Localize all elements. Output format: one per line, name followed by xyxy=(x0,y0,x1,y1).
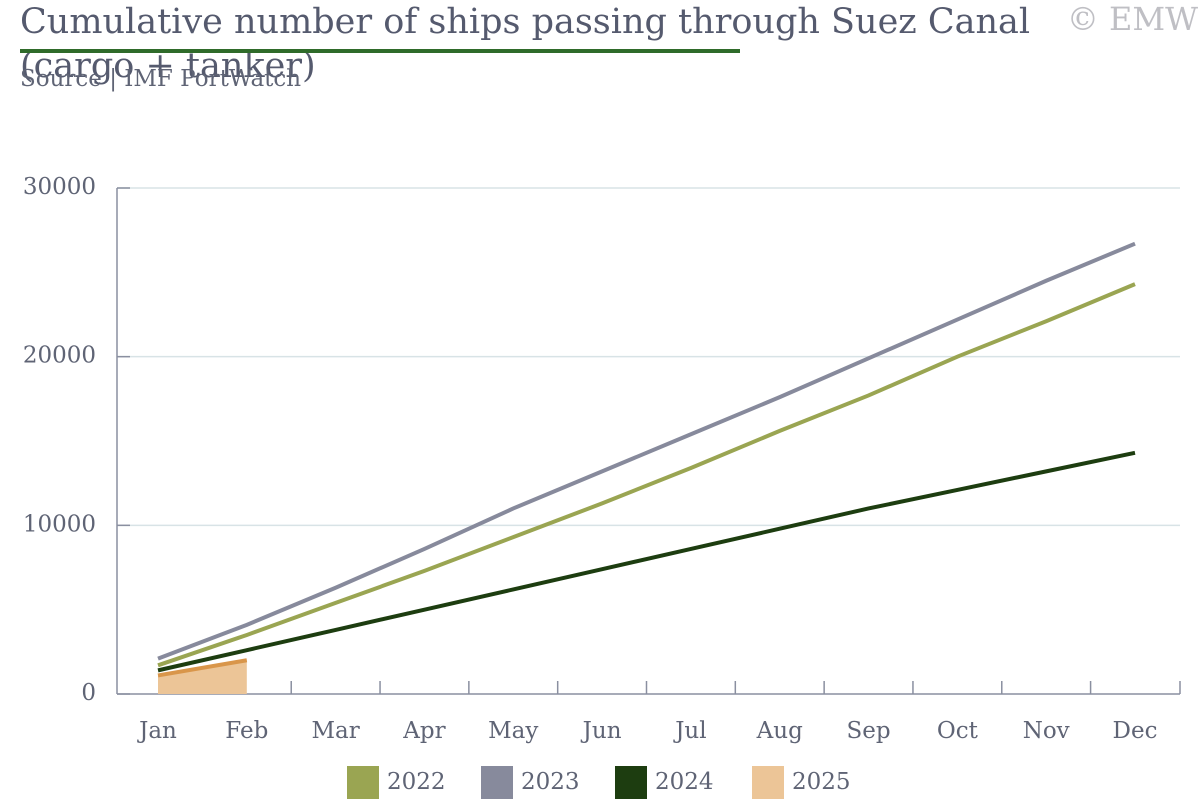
y-tick-label: 20000 xyxy=(23,343,96,369)
source: Source | IMF PortWatch xyxy=(20,66,302,92)
x-tick-label: Jan xyxy=(137,718,177,744)
legend-swatch xyxy=(481,766,513,799)
line xyxy=(157,282,1136,668)
x-tick-label: Jul xyxy=(673,718,706,744)
legend-swatch xyxy=(615,766,647,799)
x-tick-label: May xyxy=(488,718,538,744)
x-tick-label: Oct xyxy=(937,718,979,744)
x-tick-label: Feb xyxy=(225,718,268,744)
y-tick-label: 30000 xyxy=(23,174,96,200)
x-tick-label: Apr xyxy=(402,718,445,744)
legend-label: 2023 xyxy=(521,769,580,795)
x-tick-label: Aug xyxy=(756,718,803,744)
x-tick-label: Nov xyxy=(1023,718,1070,744)
title-underline xyxy=(20,49,740,53)
legend-label: 2024 xyxy=(655,769,714,795)
legend-label: 2022 xyxy=(387,769,446,795)
y-tick-label: 0 xyxy=(81,680,96,706)
watermark: © EMW xyxy=(1066,0,1198,38)
x-tick-label: Jun xyxy=(581,718,622,744)
legend-swatch xyxy=(752,766,784,799)
line xyxy=(157,241,1136,661)
line xyxy=(157,450,1136,673)
y-tick-label: 10000 xyxy=(23,511,96,537)
legend-label: 2025 xyxy=(792,769,851,795)
legend-swatch xyxy=(347,766,379,799)
x-tick-label: Sep xyxy=(846,718,890,744)
x-tick-label: Dec xyxy=(1113,718,1158,744)
x-tick-label: Mar xyxy=(312,718,360,744)
area xyxy=(158,660,247,694)
line xyxy=(157,658,248,678)
